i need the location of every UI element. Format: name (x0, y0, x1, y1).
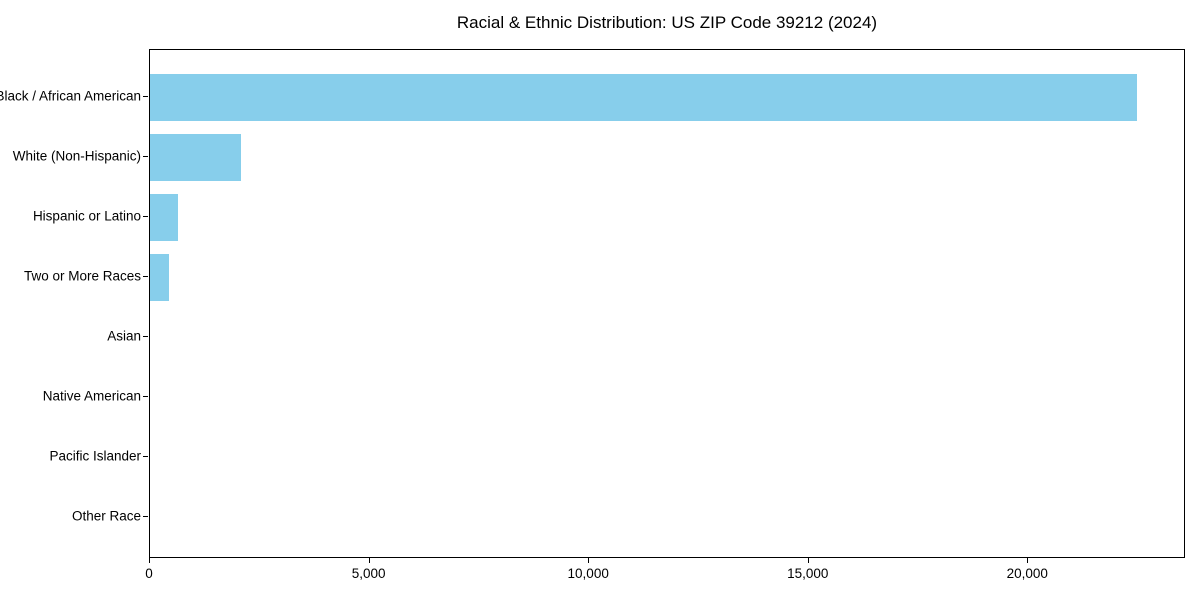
y-tick-mark (143, 156, 148, 157)
bar-black-african-american (150, 73, 1137, 121)
y-axis-label-pacific-islander: Pacific Islander (49, 448, 141, 464)
bar-hispanic-or-latino (150, 193, 179, 241)
y-tick-mark (143, 96, 148, 97)
y-tick-mark (143, 336, 148, 337)
y-axis-label-other-race: Other Race (71, 508, 141, 524)
y-axis-label-native-american: Native American (42, 388, 141, 404)
x-axis-label-15-000: 15,000 (787, 566, 829, 581)
plot-area (149, 49, 1185, 558)
y-tick-mark (143, 276, 148, 277)
x-axis-label-20-000: 20,000 (1006, 566, 1048, 581)
x-axis-label-0: 0 (145, 566, 153, 581)
bar-white-non-hispanic (150, 133, 241, 181)
x-tick-mark (807, 558, 809, 563)
y-axis-label-two-or-more-races: Two or More Races (23, 268, 141, 284)
x-tick-mark (1027, 558, 1029, 563)
y-tick-mark (143, 516, 148, 517)
y-axis-label-hispanic-or-latino: Hispanic or Latino (32, 208, 141, 224)
x-tick-mark (368, 558, 370, 563)
x-tick-mark (588, 558, 590, 563)
y-axis-label-black-african-american: Black / African American (0, 88, 141, 104)
y-axis-label-asian: Asian (107, 328, 141, 344)
x-axis-label-10-000: 10,000 (567, 566, 609, 581)
bar-two-or-more-races (150, 253, 169, 301)
y-tick-mark (143, 216, 148, 217)
y-axis-label-white-non-hispanic: White (Non-Hispanic) (12, 148, 141, 164)
x-tick-mark (149, 558, 150, 563)
y-tick-mark (143, 396, 148, 397)
y-tick-mark (143, 456, 148, 457)
chart-title: Racial & Ethnic Distribution: US ZIP Cod… (456, 13, 878, 32)
x-axis-label-5-000: 5,000 (351, 566, 386, 581)
